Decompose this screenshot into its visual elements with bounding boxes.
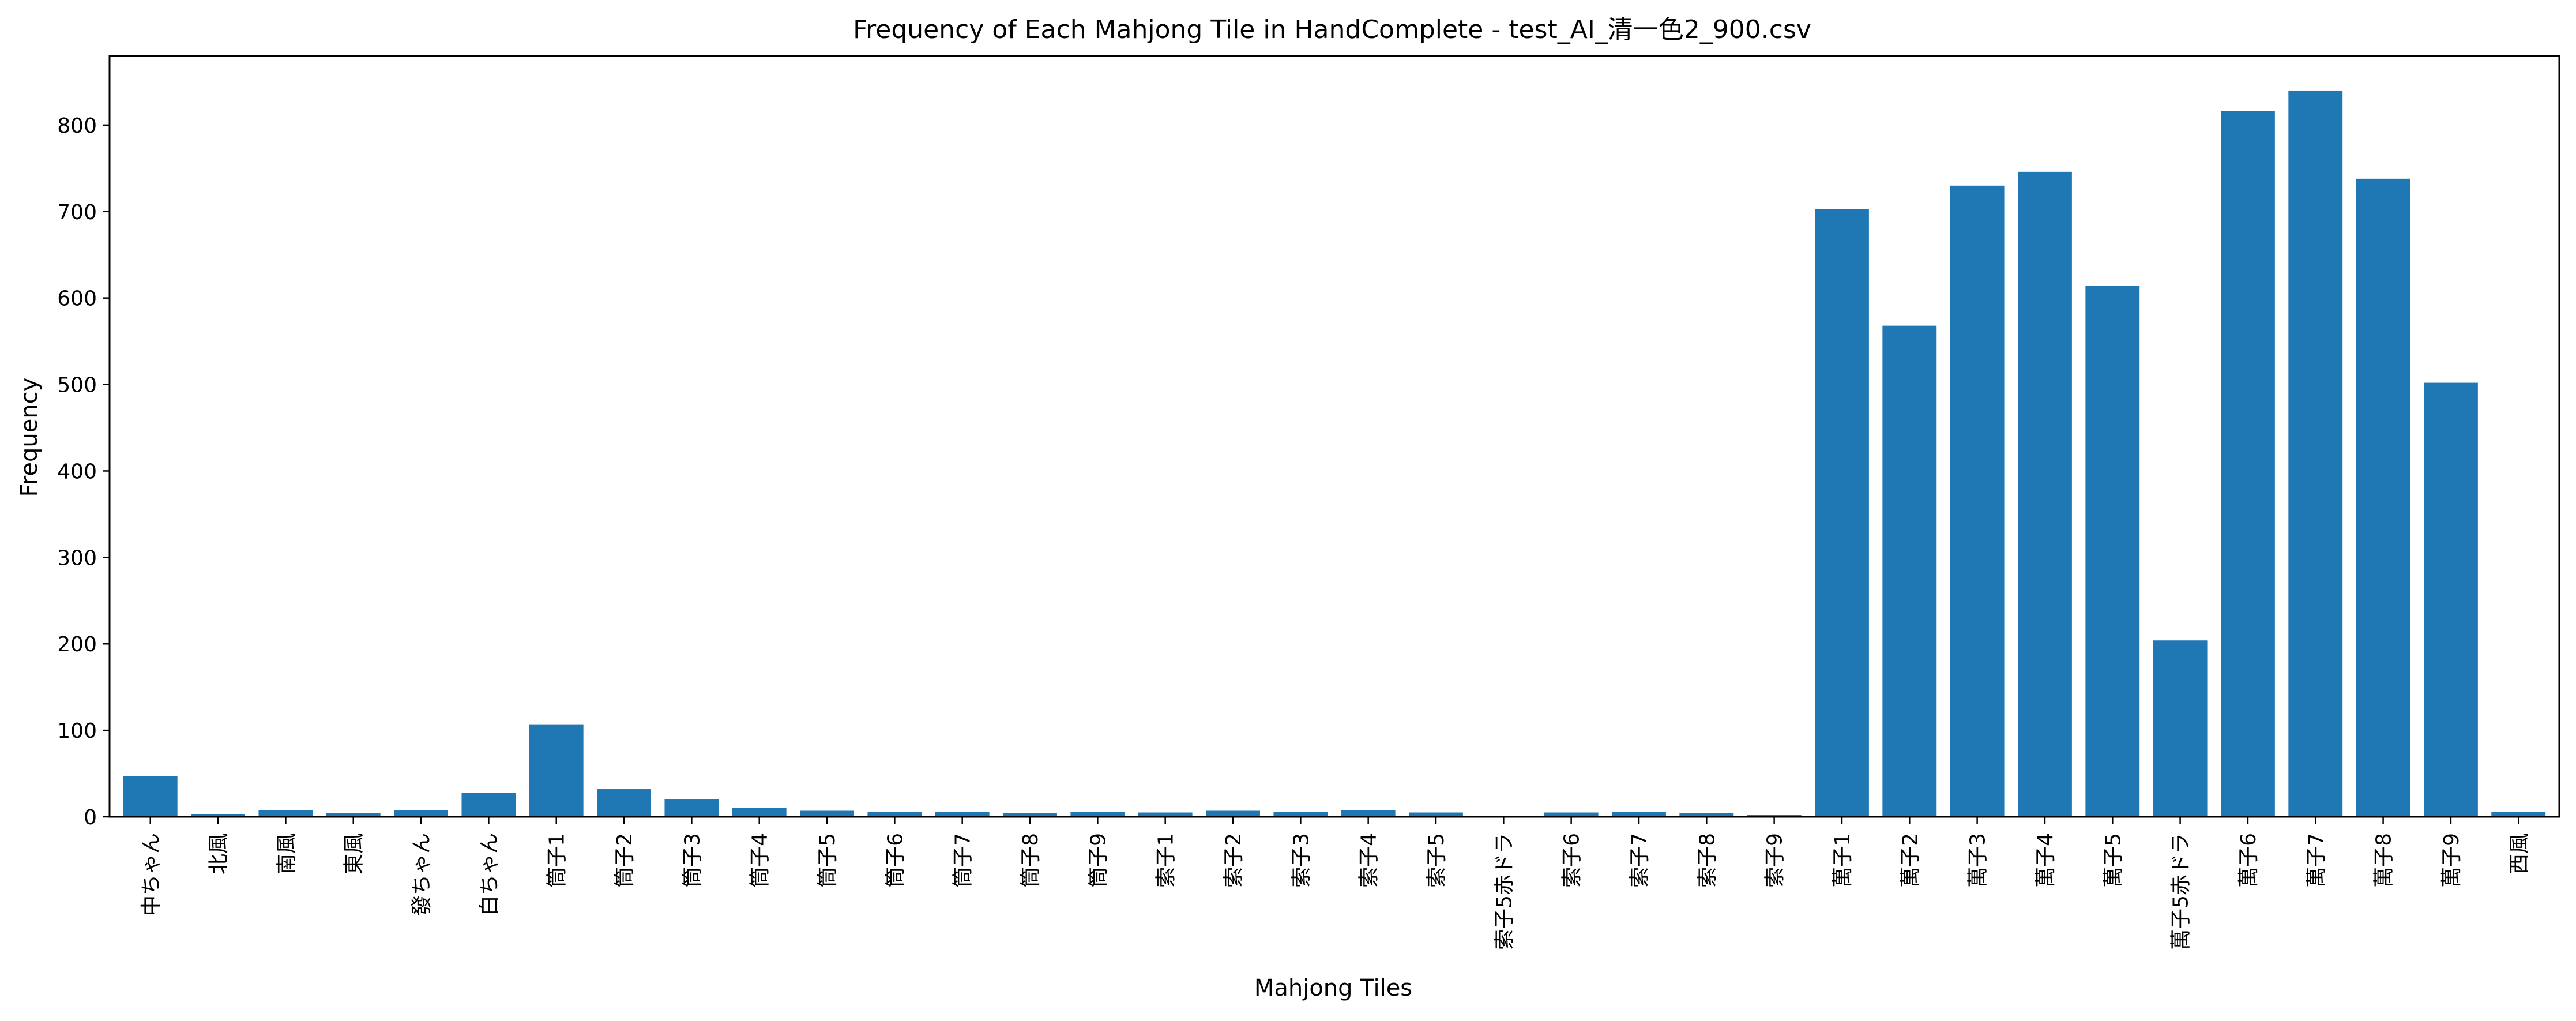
x-tick-label: 萬子4	[2034, 833, 2058, 888]
x-tick-label: 萬子5	[2101, 833, 2125, 888]
x-tick-label: 索子7	[1628, 833, 1652, 888]
bar	[867, 812, 922, 817]
y-tick-label: 500	[57, 374, 97, 397]
x-tick-label: 萬子9	[2440, 833, 2464, 888]
bar	[732, 808, 787, 817]
bar	[2423, 382, 2478, 817]
y-tick-label: 800	[57, 114, 97, 138]
x-axis-ticks: 中ちゃん 北風 南風 東風 發ちゃん 白ちゃん 筒子1 筒子2 筒子3 筒子4 筒子5 筒子6 筒子7 筒…	[140, 817, 2531, 950]
x-tick-label: 萬子7	[2304, 833, 2328, 888]
x-tick-label: 萬子3	[1966, 833, 1990, 888]
y-tick-label: 300	[57, 546, 97, 570]
y-tick-label: 400	[57, 460, 97, 483]
y-axis-ticks: 0 100 200 300 400 500 600 700 800	[57, 114, 110, 829]
bar	[326, 813, 381, 817]
x-tick-label: 索子6	[1560, 833, 1584, 888]
bar	[1612, 812, 1666, 817]
bar	[2085, 286, 2140, 817]
x-tick-label: 北風	[207, 833, 231, 874]
y-tick-label: 100	[57, 719, 97, 743]
bars	[123, 90, 2546, 817]
x-tick-label: 中ちゃん	[140, 833, 163, 916]
x-tick-label: 南風	[274, 833, 298, 874]
x-tick-label: 索子5	[1425, 833, 1449, 888]
x-tick-label: 筒子9	[1086, 833, 1110, 888]
bar	[1815, 209, 1869, 817]
bar	[2491, 812, 2546, 817]
x-tick-label: 東風	[343, 833, 366, 874]
x-tick-label: 筒子2	[613, 833, 637, 888]
x-tick-label: 筒子8	[1019, 833, 1043, 888]
bar	[1138, 812, 1193, 817]
x-tick-label: 萬子8	[2372, 833, 2396, 888]
bar	[529, 724, 584, 817]
bar	[597, 789, 651, 817]
bar	[1950, 185, 2005, 817]
y-tick-label: 200	[57, 633, 97, 656]
x-tick-label: 索子4	[1357, 833, 1381, 888]
bar	[664, 799, 719, 817]
x-tick-label: 萬子2	[1898, 833, 1922, 888]
bar	[1544, 812, 1599, 817]
bar	[461, 793, 516, 817]
plot-frame	[108, 55, 2560, 818]
y-tick-label: 600	[57, 287, 97, 311]
x-tick-label: 萬子5赤ドラ	[2169, 833, 2193, 950]
x-tick-label: 筒子5	[816, 833, 840, 888]
x-tick-label: 索子2	[1222, 833, 1246, 888]
x-tick-label: 西風	[2507, 833, 2531, 874]
bar	[1003, 813, 1057, 817]
y-tick-label: 700	[57, 201, 97, 224]
x-tick-label: 筒子4	[749, 833, 772, 888]
bar	[1409, 812, 1463, 817]
x-tick-label: 索子8	[1695, 833, 1719, 888]
chart-title: Frequency of Each Mahjong Tile in HandCo…	[853, 15, 1811, 44]
x-axis-label: Mahjong Tiles	[1254, 975, 1412, 1001]
bar	[2018, 171, 2072, 817]
x-tick-label: 索子9	[1763, 833, 1787, 888]
x-tick-label: 白ちゃん	[477, 833, 501, 916]
x-tick-label: 萬子6	[2237, 833, 2261, 888]
bar	[2221, 111, 2275, 817]
x-tick-label: 索子3	[1289, 833, 1313, 888]
x-tick-label: 發ちゃん	[410, 833, 434, 916]
x-tick-label: 索子1	[1155, 833, 1178, 888]
bar	[123, 776, 178, 817]
bar	[2288, 90, 2343, 817]
bar	[1273, 812, 1328, 817]
bar	[2153, 640, 2208, 817]
bar	[1679, 813, 1734, 817]
x-tick-label: 筒子7	[952, 833, 975, 888]
x-tick-label: 索子5赤ドラ	[1492, 833, 1516, 950]
bar	[1206, 810, 1260, 817]
x-tick-label: 萬子1	[1831, 833, 1855, 888]
bar	[258, 810, 313, 817]
x-tick-label: 筒子1	[546, 833, 569, 888]
bar	[800, 810, 854, 817]
y-tick-label: 0	[84, 806, 97, 829]
bar	[394, 810, 448, 817]
bar	[191, 814, 246, 817]
bar	[1882, 325, 1937, 817]
bar	[1341, 810, 1396, 817]
bar	[935, 812, 990, 817]
bar	[1070, 812, 1125, 817]
y-axis-label: Frequency	[16, 378, 43, 497]
bar	[2356, 178, 2410, 817]
x-tick-label: 筒子3	[680, 833, 704, 888]
x-tick-label: 筒子6	[883, 833, 907, 888]
